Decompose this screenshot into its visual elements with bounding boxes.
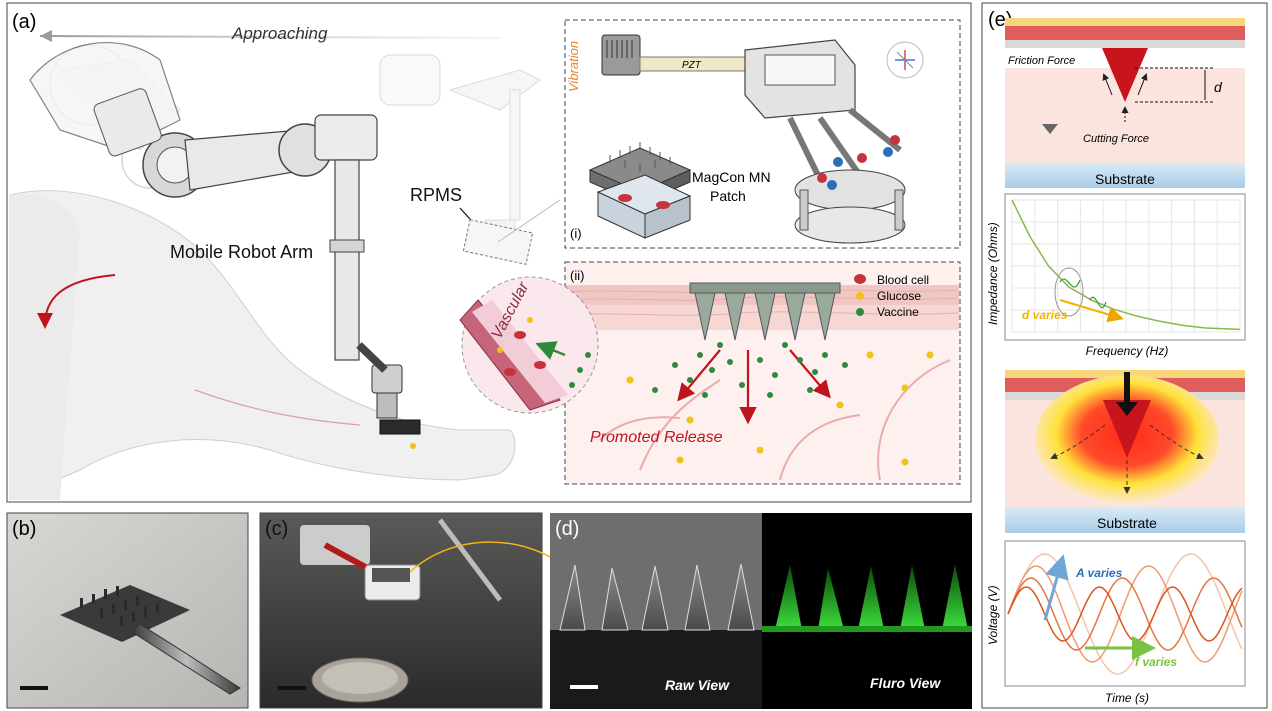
scale-bar-c — [278, 686, 306, 690]
friction-arrow-right — [1137, 73, 1148, 96]
motion-indicator-head — [1042, 124, 1058, 134]
mn-patch-photo — [60, 585, 241, 695]
fluro-view-label: Fluro View — [870, 675, 941, 691]
capillaries — [599, 359, 951, 481]
voltage-xlabel: Time (s) — [1105, 691, 1149, 705]
left-arm-link — [29, 41, 181, 157]
release-arrow-left — [677, 349, 721, 402]
patch-site-marker — [410, 443, 416, 449]
mn-needle-array — [609, 142, 671, 172]
mn-patch-inserted — [689, 282, 841, 341]
promoted-release-label: Promoted Release — [590, 429, 723, 446]
needle-tip-top — [1102, 48, 1148, 102]
impedance-xlabel: Frequency (Hz) — [1086, 344, 1169, 358]
tool-layer-gray — [1005, 40, 1245, 48]
panel-c-label: (c) — [265, 518, 288, 540]
approaching-label: Approaching — [231, 24, 328, 43]
press-arrow-head — [1116, 402, 1138, 416]
scale-bar-b — [20, 686, 48, 690]
vascular-zoom — [459, 276, 599, 414]
impedance-grid — [1011, 199, 1241, 333]
rpms-label: RPMS — [410, 185, 462, 205]
substrate-bottom — [1005, 508, 1245, 533]
scale-bar-d — [570, 685, 598, 689]
voltage-ylabel: Voltage (V) — [986, 585, 1000, 645]
robot-arm — [142, 114, 421, 435]
impedance-ylabel: Impedance (Ohms) — [986, 222, 1000, 325]
voltage-sine-wave — [1007, 577, 1243, 651]
legend-blood-cell: Blood cell — [877, 273, 929, 287]
legend: Blood cell Glucose Vaccine — [854, 273, 929, 319]
glucose-particles — [626, 351, 934, 466]
impedance-chart-frame — [1004, 193, 1246, 341]
d-varies-arrow — [1059, 299, 1124, 323]
tool-layer-yellow — [1005, 18, 1245, 26]
device-photo — [300, 518, 502, 703]
a-varies-label: A varies — [1075, 566, 1123, 580]
human-torso-shading — [10, 193, 80, 501]
robot-arm-label: Mobile Robot Arm — [170, 242, 313, 262]
panel-b-label: (b) — [12, 518, 36, 540]
voltage-sine-wave — [1007, 586, 1243, 642]
f-varies-label: f varies — [1135, 655, 1177, 669]
friction-arrow-left — [1102, 73, 1113, 96]
approaching-arrow — [39, 35, 501, 39]
vaccine-particles — [652, 342, 848, 398]
release-arrow-right — [789, 349, 831, 399]
approaching-arrowhead — [40, 30, 52, 42]
pzt-label: PZT — [682, 60, 702, 71]
legend-glucose-icon — [856, 292, 864, 300]
legend-vaccine: Vaccine — [877, 305, 919, 319]
vein-line — [194, 389, 361, 426]
substrate-top-label: Substrate — [1095, 171, 1155, 187]
substrate-top — [1005, 164, 1245, 188]
raw-needle-row — [559, 563, 755, 631]
tool-layer-red — [1005, 26, 1245, 40]
panel-a-label: (a) — [12, 11, 36, 33]
arm-motion-arrow — [37, 274, 116, 329]
depth-label: d — [1214, 79, 1223, 95]
legend-glucose: Glucose — [877, 289, 921, 303]
d-varies-label: d varies — [1022, 308, 1068, 322]
resonance-peaks — [1059, 278, 1107, 309]
legend-blood-cell-icon — [854, 274, 866, 284]
inset-ii-label: (ii) — [570, 268, 584, 283]
substrate-bottom-label: Substrate — [1097, 515, 1157, 531]
patch-label-line1: MagCon MN — [692, 169, 771, 185]
resonance-highlight — [1054, 267, 1084, 317]
cutting-force-label: Cutting Force — [1083, 133, 1149, 145]
needle-tip-bottom — [1103, 400, 1151, 458]
rpms-leader-line — [497, 199, 561, 243]
a-varies-arrow — [1043, 554, 1069, 621]
legend-vaccine-icon — [856, 308, 864, 316]
vibration-label: Vibration — [566, 41, 581, 92]
pzt-assembly: PZT — [601, 34, 751, 76]
heat-arrow-left — [1050, 424, 1106, 460]
heat-arrow-right — [1149, 424, 1204, 460]
inset-i-label: (i) — [570, 226, 582, 241]
raw-bottom-dark — [550, 630, 762, 709]
patch-label-line2: Patch — [710, 188, 746, 204]
vibration-stage — [744, 39, 924, 244]
fluro-needle-row — [762, 564, 972, 632]
friction-force-label: Friction Force — [1008, 55, 1075, 67]
panel-d-label: (d) — [555, 518, 579, 540]
voltage-chart-frame — [1004, 540, 1246, 687]
raw-view-label: Raw View — [665, 677, 730, 693]
